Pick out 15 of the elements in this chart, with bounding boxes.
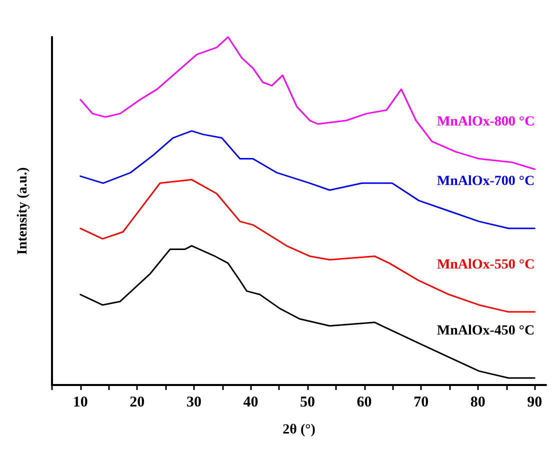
y-axis-title: Intensity (a.u.) <box>16 166 30 255</box>
series-label: MnAlOx-550 °C <box>436 257 535 272</box>
x-tick-label: 70 <box>414 394 429 410</box>
x-tick-label: 40 <box>243 394 258 410</box>
x-tick-label: 80 <box>470 394 486 410</box>
x-tick-label: 20 <box>130 394 145 410</box>
x-axis-title: 2θ (°) <box>282 422 316 438</box>
x-tick-label: 90 <box>527 394 542 410</box>
series-label: MnAlOx-450 °C <box>436 324 535 339</box>
x-tick-label: 10 <box>72 394 88 410</box>
series-label: MnAlOx-700 °C <box>436 174 535 189</box>
series-label: MnAlOx-800 °C <box>436 114 535 130</box>
x-tick-label: 50 <box>300 394 316 410</box>
x-tick-label: 60 <box>356 394 372 410</box>
x-tick-label: 30 <box>186 394 202 410</box>
